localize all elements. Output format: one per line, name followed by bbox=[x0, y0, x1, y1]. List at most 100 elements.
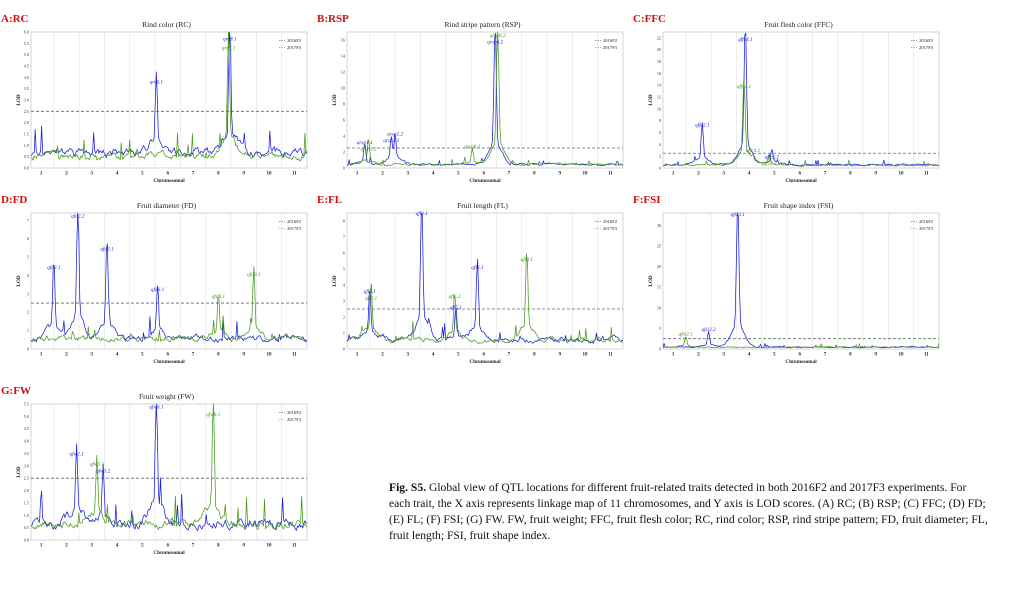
qtl-label: qffc5.2 bbox=[765, 153, 780, 160]
x-tick-label: 1 bbox=[356, 353, 359, 358]
y-tick-label: 0.5 bbox=[24, 525, 29, 530]
qtl-label: qfl5.1 bbox=[450, 304, 463, 311]
y-tick-label: 6 bbox=[27, 236, 29, 241]
y-tick-label: 0.0 bbox=[24, 166, 29, 171]
x-tick-label: 1 bbox=[40, 544, 43, 549]
qtl-label: qfl8.1 bbox=[521, 256, 534, 263]
x-axis-label: Chromosomal bbox=[153, 359, 185, 365]
y-tick-label: 4.5 bbox=[24, 64, 29, 69]
x-tick-label: 5 bbox=[457, 172, 460, 177]
qtl-label: qfd9.1 bbox=[247, 271, 261, 278]
x-tick-label: 5 bbox=[773, 353, 776, 358]
y-tick-label: 12 bbox=[341, 70, 345, 75]
y-tick-label: 0 bbox=[343, 347, 345, 352]
y-tick-label: 16 bbox=[341, 38, 345, 43]
x-tick-label: 7 bbox=[192, 172, 195, 177]
qtl-label: qfsi2.1 bbox=[679, 330, 694, 337]
caption-label: Fig. S5. bbox=[389, 481, 427, 494]
y-tick-label: 3.0 bbox=[24, 463, 29, 468]
y-tick-label: 2.0 bbox=[24, 120, 29, 125]
x-tick-label: 9 bbox=[874, 172, 877, 177]
chart-title: Fruit weight (FW) bbox=[139, 392, 194, 401]
y-tick-label: 0.0 bbox=[24, 538, 29, 543]
y-tick-label: 4 bbox=[659, 142, 662, 147]
y-tick-label: 20 bbox=[657, 47, 661, 52]
series-line-2017F3 bbox=[662, 336, 940, 349]
qtl-label: qfl6.1 bbox=[471, 264, 484, 271]
series-line-2017F3 bbox=[30, 266, 308, 343]
y-tick-label: 1.5 bbox=[24, 500, 29, 505]
y-tick-label: 6.0 bbox=[24, 30, 29, 35]
x-tick-label: 6 bbox=[166, 544, 169, 549]
y-tick-label: 16 bbox=[657, 71, 661, 76]
y-tick-label: 25 bbox=[657, 243, 661, 248]
x-tick-label: 5 bbox=[457, 353, 460, 358]
y-tick-label: 8 bbox=[343, 219, 345, 224]
x-axis-label: Chromosomal bbox=[469, 178, 501, 184]
y-tick-label: 2 bbox=[27, 310, 29, 315]
series-line-2017F3 bbox=[30, 403, 308, 531]
chart-panel-1: A:RC Rind color (RC) 0.0 0.5 1.0 1.5 2.0 2.5 3.0… bbox=[1, 13, 308, 184]
x-tick-label: 4 bbox=[432, 172, 435, 177]
series-line-2016F2 bbox=[30, 212, 308, 343]
y-tick-label: 1.5 bbox=[24, 132, 29, 137]
x-tick-label: 10 bbox=[583, 172, 589, 177]
series-line-2016F2 bbox=[346, 212, 624, 344]
x-tick-label: 3 bbox=[91, 544, 94, 549]
x-tick-label: 9 bbox=[558, 172, 561, 177]
y-tick-label: 3.5 bbox=[24, 86, 29, 91]
x-tick-label: 11 bbox=[608, 172, 613, 177]
panel-label: C:FFC bbox=[633, 13, 666, 25]
qtl-label: qrsp6.1 bbox=[464, 144, 480, 150]
qtl-label: qfd8.1 bbox=[212, 293, 226, 300]
y-axis-label: LOD bbox=[16, 94, 22, 105]
legend-entry: 2017F3 bbox=[919, 226, 934, 231]
qtl-label: qfl2.1 bbox=[365, 295, 378, 302]
chart-title: Fruit length (FL) bbox=[457, 201, 508, 210]
legend-entry: 2016F2 bbox=[287, 38, 302, 43]
panel-label: F:FSI bbox=[633, 194, 661, 206]
y-tick-label: 1.0 bbox=[24, 143, 29, 148]
x-tick-label: 10 bbox=[267, 172, 273, 177]
legend-entry: 2016F2 bbox=[287, 410, 302, 415]
x-axis-label: Chromosomal bbox=[153, 178, 185, 184]
legend-entry: 2017F3 bbox=[287, 226, 302, 231]
qtl-label: qfd2.2 bbox=[71, 212, 85, 219]
x-tick-label: 8 bbox=[217, 544, 220, 549]
qtl-label: qffc4.1 bbox=[737, 83, 752, 90]
x-tick-label: 10 bbox=[899, 172, 905, 177]
x-tick-label: 7 bbox=[508, 353, 511, 358]
y-tick-label: 6 bbox=[659, 130, 661, 135]
x-tick-label: 4 bbox=[116, 172, 119, 177]
legend-entry: 2017F3 bbox=[919, 45, 934, 50]
chart-panel-5: E:FL Fruit length (FL) 0 1 2 3 4 5 6 7 8 1 2 3 4 5 6 7 8 9 1… bbox=[317, 194, 624, 365]
x-tick-label: 9 bbox=[242, 544, 245, 549]
chart-title: Fruit shape index (FSI) bbox=[764, 201, 834, 210]
qtl-label: qffc4.2 bbox=[746, 147, 761, 154]
y-tick-label: 0 bbox=[343, 166, 345, 171]
x-tick-label: 1 bbox=[40, 353, 43, 358]
y-tick-label: 4.5 bbox=[24, 426, 29, 431]
y-tick-label: 4 bbox=[343, 283, 346, 288]
panel-label: D:FD bbox=[1, 194, 27, 206]
y-tick-label: 2 bbox=[659, 154, 661, 159]
plot-frame bbox=[346, 31, 624, 169]
plot-frame bbox=[30, 403, 308, 541]
x-axis-label: Chromosomal bbox=[469, 359, 501, 365]
x-tick-label: 1 bbox=[40, 172, 43, 177]
series-line-2017F3 bbox=[346, 31, 624, 167]
x-axis-label: Chromosomal bbox=[153, 550, 185, 556]
x-tick-label: 2 bbox=[381, 172, 384, 177]
x-tick-label: 11 bbox=[608, 353, 613, 358]
x-tick-label: 2 bbox=[697, 172, 700, 177]
x-tick-label: 9 bbox=[558, 353, 561, 358]
y-tick-label: 10 bbox=[657, 305, 661, 310]
x-tick-label: 2 bbox=[65, 353, 68, 358]
qtl-label: qrsp2.2 bbox=[387, 131, 403, 137]
y-axis-label: LOD bbox=[16, 466, 22, 477]
y-tick-label: 2 bbox=[343, 150, 345, 155]
qtl-label: qfw3.1 bbox=[90, 460, 105, 467]
x-tick-label: 4 bbox=[748, 172, 751, 177]
y-tick-label: 2 bbox=[343, 315, 345, 320]
